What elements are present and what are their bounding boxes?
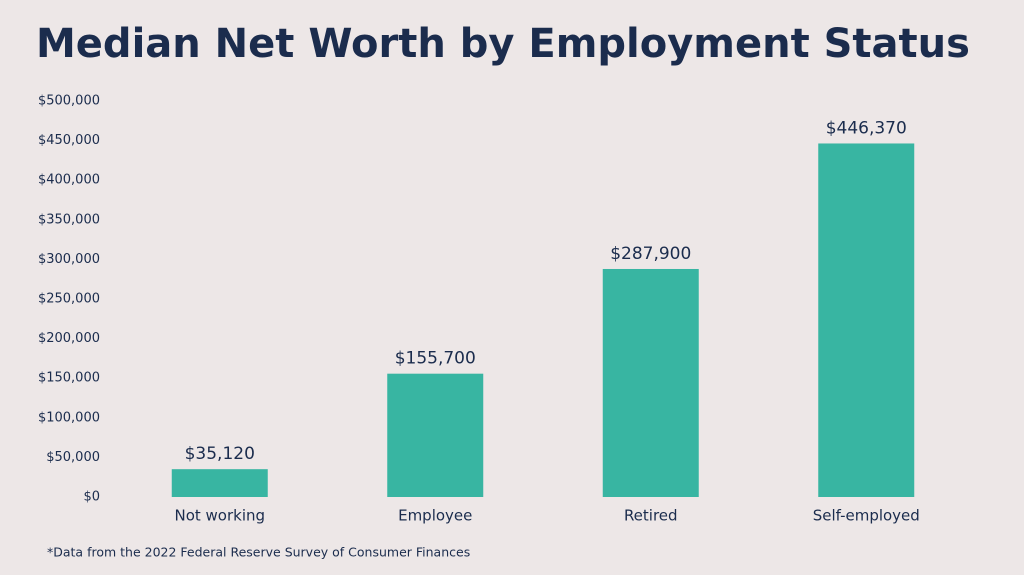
y-tick-label: $500,000 xyxy=(38,94,100,109)
y-tick-label: $150,000 xyxy=(38,371,100,386)
value-label: $287,900 xyxy=(610,244,691,264)
x-tick-label: Not working xyxy=(174,507,265,525)
bar xyxy=(818,143,915,497)
x-tick-label: Retired xyxy=(624,507,678,525)
bar xyxy=(171,469,268,497)
value-label: $155,700 xyxy=(395,349,476,369)
y-tick-label: $250,000 xyxy=(38,292,100,307)
y-tick-label: $100,000 xyxy=(38,410,100,425)
y-tick-label: $350,000 xyxy=(38,212,100,227)
x-tick-label: Self-employed xyxy=(813,507,920,525)
y-tick-label: $50,000 xyxy=(46,450,100,465)
y-tick-label: $300,000 xyxy=(38,252,100,267)
bar xyxy=(602,268,699,497)
value-label: $446,370 xyxy=(826,118,907,138)
y-tick-label: $400,000 xyxy=(38,173,100,188)
bar xyxy=(387,373,484,497)
footnote: *Data from the 2022 Federal Reserve Surv… xyxy=(47,545,470,560)
x-tick-label: Employee xyxy=(398,507,472,525)
y-tick-label: $450,000 xyxy=(38,133,100,148)
y-tick-label: $0 xyxy=(83,490,100,505)
y-tick-label: $200,000 xyxy=(38,331,100,346)
chart-title: Median Net Worth by Employment Status xyxy=(36,21,970,67)
value-label: $35,120 xyxy=(185,444,255,464)
